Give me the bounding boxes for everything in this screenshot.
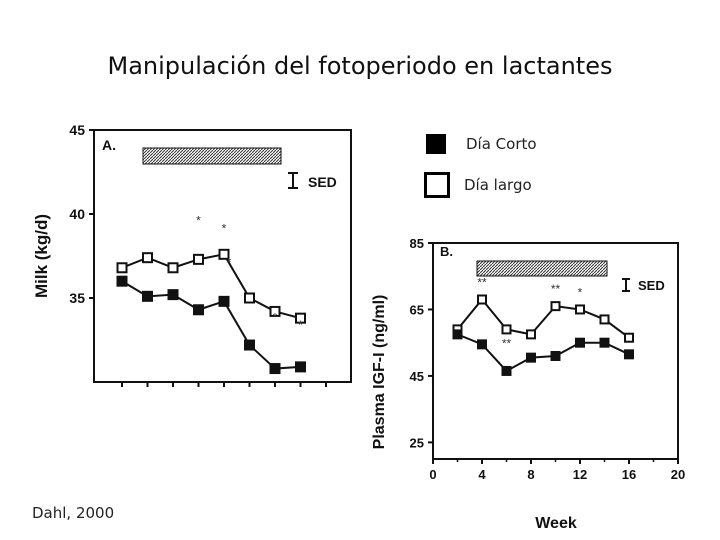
panel-a-long-day-point: [218, 248, 230, 260]
panel-b-short-day-point: [624, 349, 634, 360]
panel-b-xtick-label: 16: [622, 467, 636, 482]
panel-a-significance-marker: *: [298, 318, 303, 332]
panel-a-label: A.: [102, 137, 116, 153]
panel-b-short-day-point: [526, 352, 536, 363]
panel-b-label: B.: [440, 244, 453, 259]
panel-a-ytick-label: 35: [69, 290, 85, 306]
panel-b-significance-marker: **: [477, 275, 487, 289]
panel-b-short-day-point: [550, 350, 561, 361]
panel-a-long-day-point: [142, 252, 153, 264]
panel-a-sed-label: SED: [308, 174, 337, 190]
panel-a-short-day-point: [244, 339, 255, 351]
panel-a-ylabel: Milk (kg/d): [32, 214, 51, 298]
panel-b-long-day-point: [575, 304, 585, 315]
panel-b-long-day-point: [550, 301, 561, 312]
panel-b-xtick-label: 4: [478, 467, 486, 482]
panel-a-long-day-point: [269, 305, 281, 317]
panel-a-short-day-point: [116, 275, 128, 287]
panel-b-significance-marker: **: [502, 336, 512, 350]
panel-a-short-day-point: [218, 295, 230, 307]
panel-a-short-day-point: [193, 304, 204, 316]
panel-a-ytick-label: 40: [69, 206, 85, 222]
panel-b-ytick-label: 25: [410, 435, 424, 450]
panel-a-short-day-point: [142, 290, 153, 302]
slide-title: Manipulación del fotoperiodo en lactante…: [107, 52, 613, 80]
panel-b-sed-label: SED: [638, 278, 665, 293]
panel-b: B. SED Plasma IGF-I (ng/ml) Week 25 45 65 8…: [371, 236, 685, 532]
panel-b-short-day-point: [501, 365, 512, 376]
panel-b-long-day-point: [624, 332, 634, 343]
panel-b-long-day-point: [501, 324, 512, 335]
citation: Dahl, 2000: [32, 504, 115, 522]
panel-b-significance-marker: **: [551, 282, 561, 296]
panel-a-long-day-point: [116, 262, 128, 274]
panel-a-long-day-point: [244, 292, 255, 304]
legend-label-long-day: Día largo: [464, 176, 532, 194]
legend-label-short-day: Día Corto: [466, 135, 537, 153]
panel-b-ylabel: Plasma IGF-I (ng/ml): [371, 295, 388, 450]
panel-b-xtick-label: 0: [429, 467, 436, 482]
panel-a-significance-marker: *: [196, 213, 201, 227]
panel-a-significance-marker: *: [227, 255, 232, 269]
panel-b-xtick-label: 20: [671, 467, 685, 482]
panel-a-sed-bar: [288, 172, 298, 189]
panel-a-long-day-point: [193, 253, 204, 265]
panel-b-short-day-point: [599, 337, 610, 348]
panel-b-photoperiod-bar: [476, 260, 608, 277]
panel-b-long-day-point: [599, 314, 610, 325]
panel-b-long-day-point: [526, 329, 536, 340]
panel-a: A. SED Milk (kg/d) 35 40 45 * * * * *: [32, 122, 352, 387]
panel-a-significance-marker: *: [222, 221, 227, 235]
panel-a-significance-marker: *: [273, 310, 278, 324]
panel-b-xlabel: Week: [535, 515, 577, 532]
panel-a-long-day-point: [295, 312, 306, 324]
panel-b-short-day-point: [452, 329, 463, 340]
legend-item-short-day: Día Corto: [426, 134, 537, 154]
panel-a-short-day-point: [167, 289, 179, 301]
panel-b-ytick-label: 45: [410, 369, 424, 384]
panel-a-short-day-point: [269, 363, 281, 375]
legend-open-square-icon: [424, 172, 450, 198]
panel-b-long-day-point: [477, 294, 487, 305]
panel-b-short-day-point: [575, 337, 585, 348]
panel-b-xtick-label: 12: [573, 467, 587, 482]
panel-b-sed-bar: [622, 278, 630, 292]
panel-a-long-day-point: [167, 262, 179, 274]
panel-b-ytick-label: 65: [410, 302, 424, 317]
panel-a-short-day-point: [295, 361, 306, 373]
panel-b-ytick-label: 85: [410, 236, 424, 251]
panel-b-short-day-point: [477, 339, 487, 350]
panel-b-xtick-label: 8: [527, 467, 534, 482]
panel-a-ytick-label: 45: [69, 122, 85, 138]
legend-item-long-day: Día largo: [424, 172, 532, 198]
panel-a-photoperiod-bar: [142, 147, 282, 165]
legend-filled-square-icon: [426, 134, 446, 154]
panel-b-significance-marker: *: [578, 285, 583, 299]
